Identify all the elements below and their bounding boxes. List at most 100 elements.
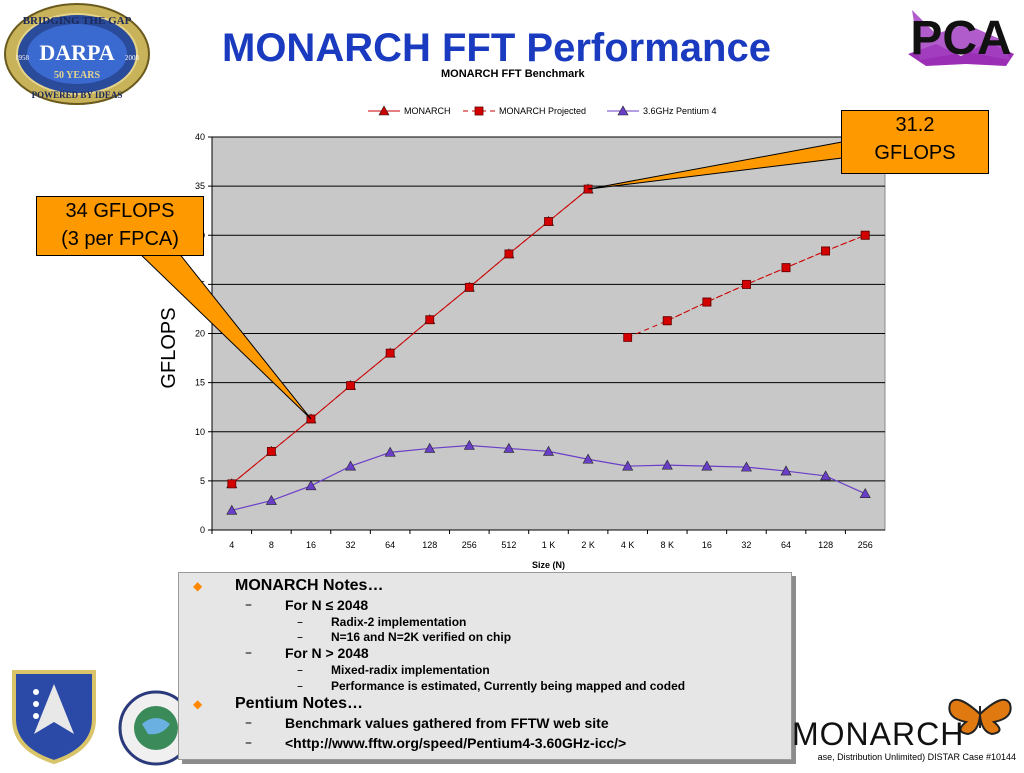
diamond-bullet-icon: ◆	[193, 579, 203, 593]
data-point	[860, 230, 870, 240]
data-point	[701, 460, 713, 471]
slide-title: MONARCH FFT Performance	[222, 26, 771, 70]
legend-label: MONARCH	[404, 106, 451, 116]
x-tick-label: 32	[741, 540, 751, 550]
darpa-logo-left-year: 1958	[15, 54, 30, 62]
data-point	[740, 461, 752, 472]
data-point	[384, 446, 396, 457]
y-tick-label: 10	[195, 427, 205, 437]
data-point	[820, 470, 832, 481]
data-point	[622, 460, 634, 471]
legend-marker	[378, 105, 390, 116]
diamond-bullet-icon: ◆	[193, 697, 203, 711]
series-line	[231, 188, 589, 485]
y-tick-label: 5	[200, 476, 205, 486]
x-tick-label: 128	[422, 540, 437, 550]
data-point	[742, 279, 751, 289]
x-tick-label: 8	[269, 540, 274, 550]
data-point	[781, 263, 791, 273]
data-point	[821, 246, 831, 256]
chart: 0510152025303540481632641282565121 K2 K4…	[136, 105, 886, 570]
darpa-logo-top-text: BRIDGING THE GAP	[23, 15, 132, 27]
darpa-logo-years: 50 YEARS	[54, 70, 100, 81]
x-tick-label: 256	[858, 540, 873, 550]
note-line: For N ≤ 2048	[285, 597, 369, 613]
dash-bullet-icon: –	[297, 679, 303, 693]
note-line: Performance is estimated, Currently bein…	[331, 679, 686, 693]
x-tick-label: 16	[702, 540, 712, 550]
x-tick-label: 32	[346, 540, 356, 550]
monarch-logo-text: MONARCH	[792, 716, 965, 752]
note-line: Benchmark values gathered from FFTW web …	[285, 715, 609, 731]
callout-left-line2: (3 per FPCA)	[61, 228, 179, 250]
darpa-logo-right-year: 2008	[125, 54, 140, 62]
data-point	[265, 494, 277, 505]
data-point	[345, 460, 357, 471]
data-point	[859, 488, 871, 498]
dash-bullet-icon: –	[245, 715, 252, 731]
footer-text: ase, Distribution Unlimited) DISTAR Case…	[817, 752, 1016, 762]
data-point	[661, 459, 673, 470]
x-tick-label: 256	[462, 540, 477, 550]
y-tick-label: 20	[195, 329, 205, 339]
data-point	[702, 297, 712, 307]
data-point	[582, 453, 594, 464]
y-tick-label: 35	[195, 181, 205, 191]
callout-left: 34 GFLOPS (3 per FPCA)	[36, 196, 204, 256]
darpa-logo-name: DARPA	[39, 40, 114, 65]
legend-label: MONARCH Projected	[499, 106, 586, 116]
dash-bullet-icon: –	[245, 735, 252, 751]
note-line: <http://www.fftw.org/speed/Pentium4-3.60…	[285, 735, 627, 751]
x-axis-label: Size (N)	[532, 560, 565, 570]
note-line: Mixed-radix implementation	[331, 663, 490, 677]
darpa-logo: BRIDGING THE GAP DARPA 50 YEARS 1958 200…	[2, 2, 152, 106]
x-tick-label: 64	[385, 540, 395, 550]
callout-right-line1: 31.2	[895, 114, 935, 136]
data-point	[464, 282, 474, 292]
series-line	[667, 234, 866, 322]
pca-logo-text: PCA	[910, 12, 1011, 65]
data-point	[226, 504, 238, 515]
x-tick-label: 4 K	[621, 540, 635, 550]
chart-title: MONARCH FFT Benchmark	[441, 68, 585, 80]
note-line: MONARCH Notes…	[235, 577, 384, 594]
data-point	[227, 479, 237, 489]
darpa-logo-bottom-text: POWERED BY IDEAS	[32, 90, 123, 100]
legend-label: 3.6GHz Pentium 4	[643, 106, 717, 116]
pca-logo: PCA	[906, 4, 1016, 70]
note-line: Radix-2 implementation	[331, 615, 467, 629]
x-tick-label: 128	[818, 540, 833, 550]
callout-left-line1: 34 GFLOPS	[65, 200, 175, 222]
callout-right: 31.2 GFLOPS	[841, 110, 989, 174]
callout-right-line2: GFLOPS	[874, 142, 956, 164]
x-tick-label: 64	[781, 540, 791, 550]
x-tick-label: 16	[306, 540, 316, 550]
note-line: For N > 2048	[285, 645, 369, 661]
dash-bullet-icon: –	[297, 663, 303, 677]
x-tick-label: 4	[229, 540, 234, 550]
dash-bullet-icon: –	[297, 630, 303, 644]
data-point	[346, 381, 355, 390]
data-point	[305, 480, 317, 491]
y-tick-label: 40	[195, 132, 205, 142]
y-tick-label: 15	[195, 378, 205, 388]
legend-marker	[474, 106, 484, 116]
data-point	[424, 442, 436, 453]
data-point	[463, 439, 475, 450]
legend-marker	[617, 105, 629, 116]
data-point	[662, 316, 672, 326]
data-point	[542, 445, 555, 456]
y-tick-label: 0	[200, 525, 205, 535]
data-point	[780, 465, 792, 476]
data-point	[503, 442, 515, 453]
data-point	[504, 249, 514, 259]
dash-bullet-icon: –	[245, 645, 252, 661]
note-line: N=16 and N=2K verified on chip	[331, 630, 512, 644]
x-tick-label: 512	[501, 540, 516, 550]
afrl-shield-logo	[4, 664, 104, 765]
data-point	[266, 446, 276, 456]
x-tick-label: 8 K	[661, 540, 675, 550]
butterfly-icon	[946, 692, 1014, 736]
y-axis-label: GFLOPS	[158, 307, 180, 388]
dash-bullet-icon: –	[245, 597, 252, 613]
